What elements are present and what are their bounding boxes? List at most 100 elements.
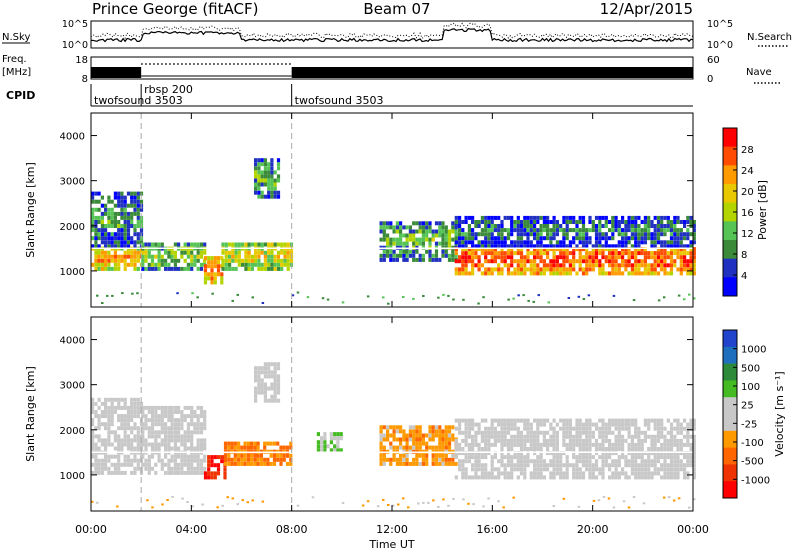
heatmap-cell (276, 374, 281, 379)
heatmap-cell (490, 430, 494, 435)
heatmap-cell (471, 220, 475, 224)
heatmap-cell (565, 471, 569, 476)
heatmap-cell (154, 242, 158, 247)
heatmap-cell (228, 254, 232, 259)
heatmap-cell (405, 453, 409, 458)
heatmap-cell (536, 438, 540, 443)
heatmap-cell (123, 426, 127, 431)
heatmap-cell (689, 422, 693, 427)
heatmap-cell (203, 475, 208, 480)
heatmap-cell (289, 445, 293, 450)
heatmap-cell (104, 458, 108, 463)
heatmap-cell (686, 267, 690, 272)
heatmap-cell (117, 466, 121, 471)
heatmap-cell (503, 240, 507, 245)
heatmap-cell (529, 434, 533, 439)
heatmap-cell (536, 455, 540, 460)
heatmap-cell (640, 251, 644, 256)
heatmap-cell (454, 247, 458, 252)
heatmap-cell (220, 256, 224, 261)
heatmap-cell (240, 461, 244, 466)
heatmap-cell (254, 390, 258, 395)
heatmap-cell (689, 247, 693, 252)
heatmap-cell (392, 225, 396, 230)
heatmap-cell (210, 471, 214, 476)
heatmap-cell (552, 451, 556, 456)
heatmap-cell (523, 228, 527, 233)
heatmap-cell (210, 475, 214, 480)
heatmap-cell (471, 215, 475, 220)
heatmap-cell (150, 410, 155, 414)
heatmap-cell (399, 233, 403, 238)
colorbar-swatch (723, 146, 737, 166)
heatmap-cell (588, 463, 592, 468)
heatmap-cell (339, 448, 343, 453)
heatmap-cell (438, 429, 442, 434)
heatmap-cell (136, 258, 140, 263)
heatmap-cell (516, 418, 520, 423)
heatmap-cell (503, 471, 507, 476)
heatmap-cell (503, 228, 507, 233)
heatmap-cell (203, 414, 207, 419)
heatmap-cell (428, 253, 432, 258)
heatmap-cell (692, 247, 696, 252)
heatmap-cell (246, 501, 249, 504)
heatmap-cell (399, 461, 403, 466)
heatmap-cell (627, 271, 631, 276)
heatmap-cell (444, 229, 448, 234)
heatmap-cell (257, 266, 261, 271)
heatmap-cell (286, 250, 290, 255)
heatmap-cell (617, 430, 621, 435)
heatmap-cell (203, 242, 207, 247)
heatmap-cell (207, 467, 211, 472)
y-tick-label: 1000 (60, 471, 85, 482)
heatmap-cell (477, 459, 481, 464)
heatmap-cell (144, 414, 148, 419)
heatmap-cell (480, 475, 484, 480)
heatmap-cell (679, 259, 683, 264)
heatmap-cell (136, 250, 140, 255)
heatmap-cell (97, 434, 101, 439)
x-axis-ticks: 00:00 04:00 08:00 12:00 16:00 20:00 00:00 (75, 113, 709, 536)
heatmap-cell (588, 220, 592, 224)
heatmap-cell (480, 463, 484, 468)
heatmap-cell (656, 434, 661, 439)
heatmap-cell (477, 255, 481, 260)
heatmap-cell (643, 459, 647, 464)
heatmap-cell (150, 418, 155, 423)
heatmap-cell (572, 463, 576, 468)
heatmap-cell (196, 454, 200, 459)
heatmap-cell (637, 463, 641, 468)
heatmap-cell (510, 215, 514, 220)
heatmap-cell (139, 401, 144, 406)
heatmap-cell (256, 461, 260, 466)
heatmap-cell (666, 463, 670, 468)
heatmap-cell (451, 221, 455, 226)
heatmap-cell (203, 268, 208, 273)
heatmap-cell (477, 467, 481, 472)
heatmap-cell (562, 228, 566, 233)
heatmap-cell (230, 441, 234, 446)
heatmap-cell (621, 447, 625, 451)
heatmap-cell (552, 447, 556, 451)
heatmap-cell (513, 259, 517, 264)
heatmap-cell (673, 220, 677, 224)
heatmap-cell (686, 263, 690, 268)
heatmap-cell (157, 458, 161, 463)
heatmap-cell (683, 463, 687, 468)
heatmap-cell (634, 442, 638, 447)
heatmap-cell (474, 255, 478, 260)
heatmap-cell (97, 220, 101, 224)
heatmap-cell (431, 433, 435, 438)
heatmap-cell (549, 475, 553, 480)
heatmap-cell (578, 438, 582, 443)
heatmap-cell (415, 441, 419, 446)
heatmap-cell (451, 229, 455, 234)
heatmap-cell (608, 255, 612, 260)
heatmap-cell (549, 259, 553, 264)
heatmap-cell (329, 436, 333, 441)
heatmap-cell (552, 215, 556, 220)
heatmap-cell (199, 410, 204, 414)
heatmap-cell (692, 263, 696, 268)
heatmap-cell (523, 442, 527, 447)
